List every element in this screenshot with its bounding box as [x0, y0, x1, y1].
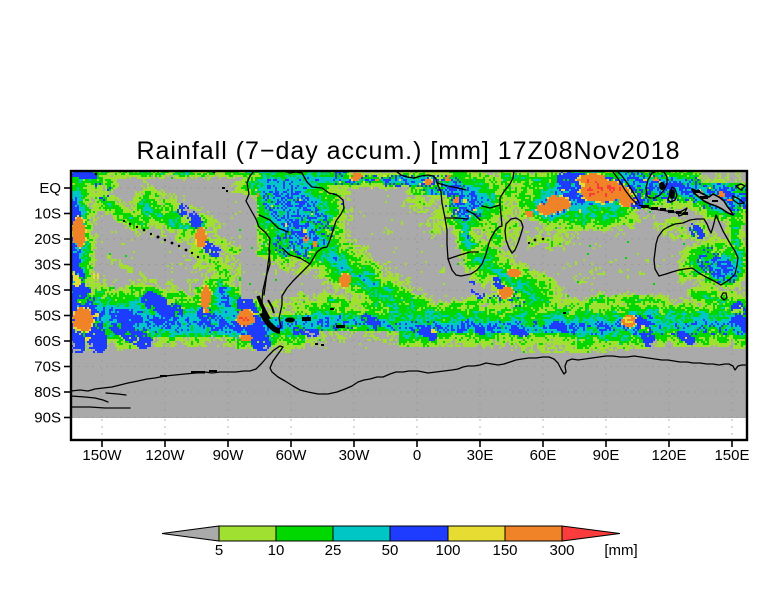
svg-text:30E: 30E [467, 447, 494, 464]
svg-text:30W: 30W [339, 447, 371, 464]
svg-text:50: 50 [382, 542, 399, 559]
svg-text:10: 10 [268, 542, 285, 559]
svg-text:120W: 120W [145, 447, 185, 464]
svg-text:150E: 150E [714, 447, 749, 464]
svg-text:80S: 80S [34, 384, 61, 401]
svg-text:20S: 20S [34, 231, 61, 248]
svg-text:60S: 60S [34, 333, 61, 350]
svg-text:40S: 40S [34, 282, 61, 299]
svg-text:90S: 90S [34, 410, 61, 427]
svg-text:[mm]: [mm] [604, 542, 637, 559]
svg-text:300: 300 [549, 542, 574, 559]
svg-text:90E: 90E [593, 447, 620, 464]
svg-text:50S: 50S [34, 308, 61, 325]
svg-text:10S: 10S [34, 206, 61, 223]
svg-text:150: 150 [492, 542, 517, 559]
svg-text:100: 100 [435, 542, 460, 559]
svg-text:150W: 150W [82, 447, 122, 464]
svg-text:Rainfall (7−day accum.) [mm] 1: Rainfall (7−day accum.) [mm] 17Z08Nov201… [137, 137, 680, 165]
svg-text:120E: 120E [651, 447, 686, 464]
svg-text:25: 25 [325, 542, 342, 559]
svg-text:90W: 90W [213, 447, 245, 464]
svg-text:60W: 60W [276, 447, 308, 464]
svg-text:0: 0 [413, 447, 421, 464]
svg-text:EQ: EQ [39, 180, 61, 197]
svg-text:60E: 60E [530, 447, 557, 464]
svg-text:70S: 70S [34, 359, 61, 376]
svg-text:5: 5 [215, 542, 223, 559]
svg-text:30S: 30S [34, 257, 61, 274]
